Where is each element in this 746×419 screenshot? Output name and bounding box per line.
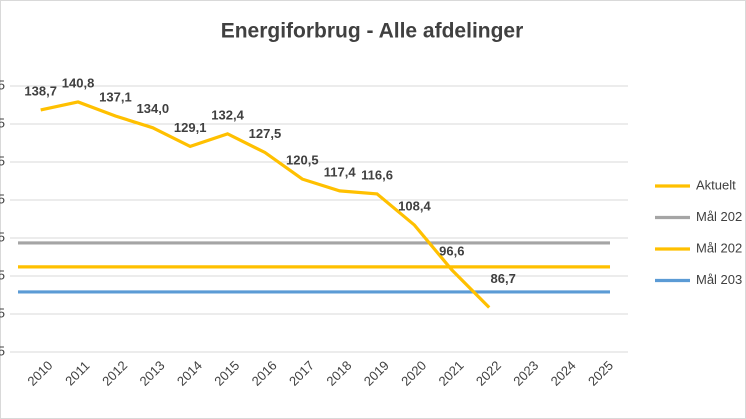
data-label: 108,4 (398, 199, 431, 214)
y-tick-label: 135 (0, 115, 5, 130)
data-label: 96,6 (439, 243, 464, 258)
legend-label: Mål 203 (696, 272, 742, 287)
y-tick-label: 115 (0, 191, 5, 206)
chart-title: Energiforbrug - Alle afdelinger (221, 20, 524, 43)
legend-label: Aktuelt (696, 177, 736, 192)
data-label: 120,5 (286, 153, 319, 168)
data-label: 127,5 (249, 126, 282, 141)
series-line (40, 100, 491, 309)
legend-label: Mål 202 (696, 240, 742, 255)
data-label: 137,1 (99, 89, 132, 104)
data-label: 132,4 (211, 107, 244, 122)
y-tick-label: 125 (0, 153, 5, 168)
data-label: 129,1 (174, 120, 207, 135)
y-tick-label: 85 (0, 305, 5, 320)
y-tick-label: 105 (0, 229, 5, 244)
legend-label: Mål 202 (696, 209, 742, 224)
data-label: 116,6 (361, 167, 393, 182)
data-label: 140,8 (62, 75, 95, 90)
y-tick-label: 95 (0, 267, 5, 282)
y-tick-label: 145 (0, 77, 5, 92)
data-label: 117,4 (324, 164, 357, 179)
data-label: 138,7 (24, 83, 57, 98)
y-tick-label: 75 (0, 343, 5, 358)
data-label: 86,7 (491, 271, 516, 286)
data-label: 134,0 (137, 101, 170, 116)
